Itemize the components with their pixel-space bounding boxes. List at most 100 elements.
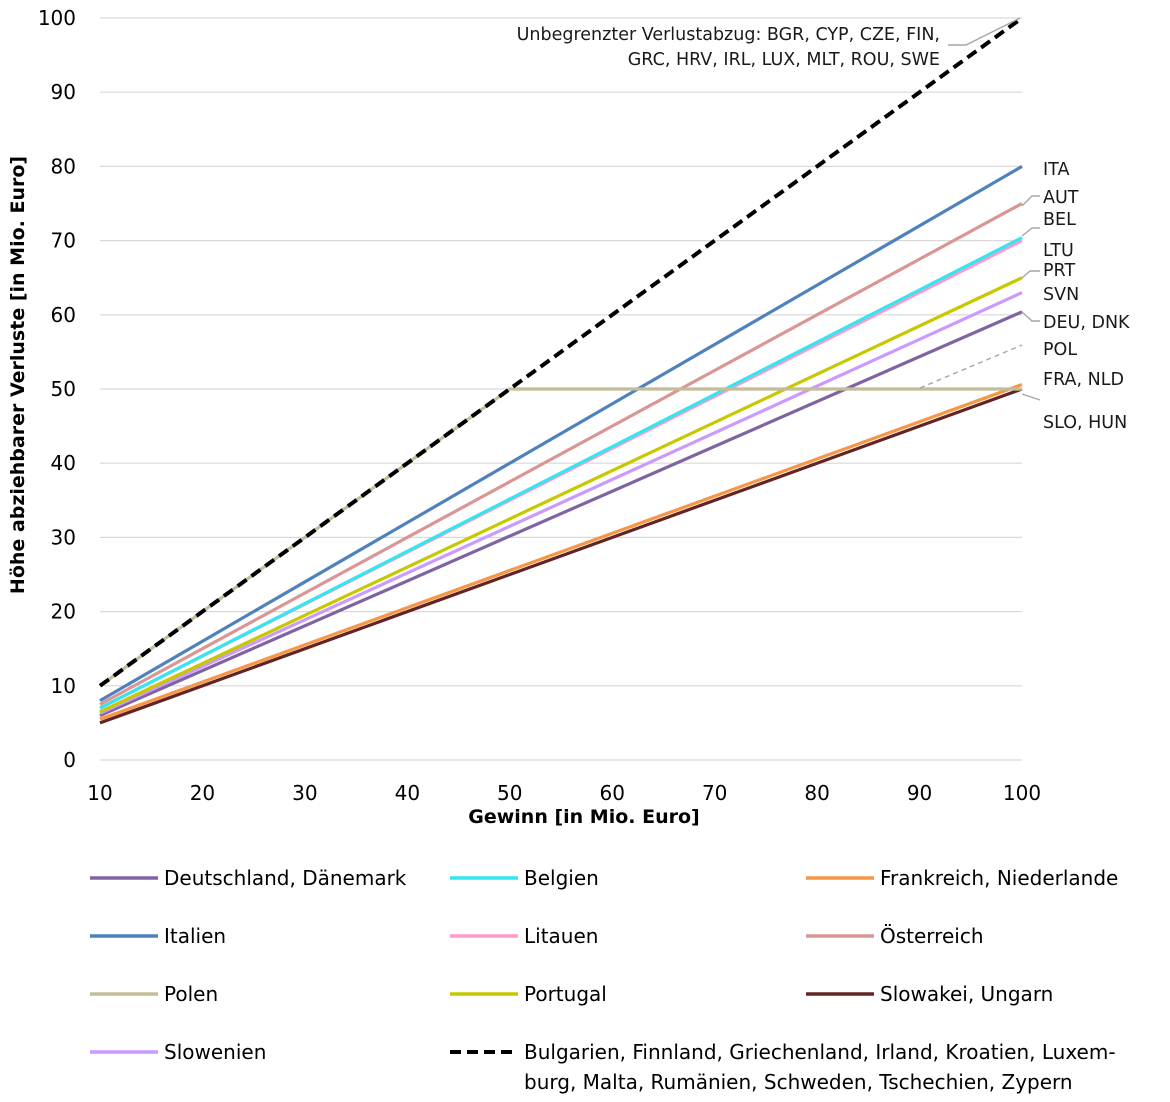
- legend-label: Polen: [164, 982, 218, 1006]
- series-line-aut: [99, 202, 1023, 706]
- series-line-unl: [98, 16, 1024, 688]
- annotation-prt: PRT: [1043, 261, 1075, 281]
- legend-item-ltu: Litauen: [450, 924, 598, 948]
- x-axis-title: Gewinn [in Mio. Euro]: [468, 806, 699, 828]
- x-tick-label: 50: [497, 781, 522, 805]
- series-line-deu: [99, 310, 1023, 717]
- annotation-unl: Unbegrenzter Verlustabzug: BGR, CYP, CZE…: [517, 25, 940, 70]
- leader-deu: [1021, 311, 1040, 322]
- x-tick-label: 20: [190, 781, 215, 805]
- annotation-ita: ITA: [1043, 160, 1069, 180]
- series-line-svn: [99, 291, 1023, 715]
- legend-label-line: Litauen: [524, 924, 598, 948]
- legend-label: Litauen: [524, 924, 598, 948]
- y-tick-label: 90: [51, 80, 76, 104]
- legend-label-line: burg, Malta, Rumänien, Schweden, Tschech…: [524, 1070, 1073, 1094]
- y-axis-title: Höhe abziehbarer Verluste [in Mio. Euro]: [7, 156, 29, 594]
- y-tick-label: 80: [51, 154, 76, 178]
- legend-label: Belgien: [524, 866, 599, 890]
- y-tick-label: 60: [51, 303, 76, 327]
- legend-label-line: Österreich: [880, 924, 984, 948]
- annotation-svn: SVN: [1043, 285, 1079, 305]
- annotation-line: DEU, DNK: [1043, 313, 1130, 333]
- annotation-leaders: [919, 17, 1041, 401]
- legend: Deutschland, Dänemark Belgien Frankreich, …: [90, 866, 1118, 1094]
- y-tick-label: 0: [63, 748, 76, 772]
- legend-label-line: Slowenien: [164, 1040, 266, 1064]
- legend-item-deu: Deutschland, Dänemark: [90, 866, 407, 890]
- legend-label-line: Bulgarien, Finnland, Griechenland, Irlan…: [524, 1040, 1116, 1064]
- x-tick-label: 30: [292, 781, 317, 805]
- y-axis-ticks: 0 10 20 30 40 50 60 70 80 90 100: [38, 6, 76, 772]
- x-tick-label: 10: [87, 781, 112, 805]
- annotation-pol: POL: [1043, 340, 1077, 360]
- annotation-line: SLO, HUN: [1043, 413, 1127, 433]
- legend-label-line: Belgien: [524, 866, 599, 890]
- legend-item-svn: Slowenien: [90, 1040, 266, 1064]
- legend-label-line: Slowakei, Ungarn: [880, 982, 1053, 1006]
- annotation-fra: FRA, NLD: [1043, 370, 1124, 390]
- legend-label-line: Polen: [164, 982, 218, 1006]
- legend-item-aut: Österreich: [806, 924, 984, 948]
- annotation-aut: AUT: [1043, 188, 1079, 208]
- annotation-deu: DEU, DNK: [1043, 313, 1130, 333]
- legend-label: Deutschland, Dänemark: [164, 866, 407, 890]
- annotation-line: ITA: [1043, 160, 1069, 180]
- y-tick-label: 40: [51, 451, 76, 475]
- legend-label-line: Deutschland, Dänemark: [164, 866, 407, 890]
- legend-item-svk: Slowakei, Ungarn: [806, 982, 1053, 1006]
- annotation-line: FRA, NLD: [1043, 370, 1124, 390]
- y-tick-label: 10: [51, 674, 76, 698]
- legend-label-line: Frankreich, Niederlande: [880, 866, 1118, 890]
- annotations: Unbegrenzter Verlustabzug: BGR, CYP, CZE…: [517, 25, 1130, 433]
- leader-aut: [1021, 195, 1040, 207]
- legend-item-bel: Belgien: [450, 866, 599, 890]
- annotation-line: LTU: [1043, 241, 1074, 261]
- leader-bel: [1021, 227, 1040, 237]
- series-line-bel: [99, 236, 1023, 710]
- legend-label: Italien: [164, 924, 226, 948]
- series-line-pol: [99, 387, 1022, 688]
- annotation-bel: BEL: [1043, 210, 1076, 230]
- annotation-line: AUT: [1043, 188, 1079, 208]
- annotation-svk: SLO, HUN: [1043, 413, 1127, 433]
- x-axis-ticks: 10 20 30 40 50 60 70 80 90 100: [87, 781, 1041, 805]
- legend-label: Slowakei, Ungarn: [880, 982, 1053, 1006]
- legend-label: Bulgarien, Finnland, Griechenland, Irlan…: [524, 1040, 1116, 1094]
- legend-label: Frankreich, Niederlande: [880, 866, 1118, 890]
- x-tick-label: 90: [907, 781, 932, 805]
- legend-item-prt: Portugal: [450, 982, 607, 1006]
- legend-label-line: Italien: [164, 924, 226, 948]
- y-tick-label: 100: [38, 6, 76, 30]
- series-line-prt: [99, 276, 1023, 714]
- annotation-line: BEL: [1043, 210, 1076, 230]
- x-tick-label: 70: [702, 781, 727, 805]
- x-tick-label: 60: [599, 781, 624, 805]
- annotation-line: POL: [1043, 340, 1077, 360]
- annotation-line: GRC, HRV, IRL, LUX, MLT, ROU, SWE: [628, 50, 940, 70]
- annotation-line: Unbegrenzter Verlustabzug: BGR, CYP, CZE…: [517, 25, 940, 45]
- leader-prt: [1021, 270, 1040, 279]
- leader-unl: [948, 17, 1021, 46]
- leader-pol: [919, 344, 1023, 389]
- x-tick-label: 40: [395, 781, 420, 805]
- legend-item-ita: Italien: [90, 924, 226, 948]
- y-tick-label: 50: [51, 377, 76, 401]
- y-tick-label: 30: [51, 525, 76, 549]
- legend-item-fra: Frankreich, Niederlande: [806, 866, 1118, 890]
- annotation-ltu: LTU: [1043, 241, 1074, 261]
- legend-label: Portugal: [524, 982, 607, 1006]
- x-tick-label: 80: [804, 781, 829, 805]
- legend-item-unl: Bulgarien, Finnland, Griechenland, Irlan…: [450, 1040, 1116, 1094]
- y-tick-label: 20: [51, 600, 76, 624]
- annotation-line: PRT: [1043, 261, 1075, 281]
- legend-label: Slowenien: [164, 1040, 266, 1064]
- legend-label: Österreich: [880, 924, 984, 948]
- leader-svk: [1021, 393, 1041, 401]
- x-tick-label: 100: [1003, 781, 1041, 805]
- annotation-line: SVN: [1043, 285, 1079, 305]
- y-tick-label: 70: [51, 229, 76, 253]
- series-lines: [98, 16, 1024, 725]
- legend-label-line: Portugal: [524, 982, 607, 1006]
